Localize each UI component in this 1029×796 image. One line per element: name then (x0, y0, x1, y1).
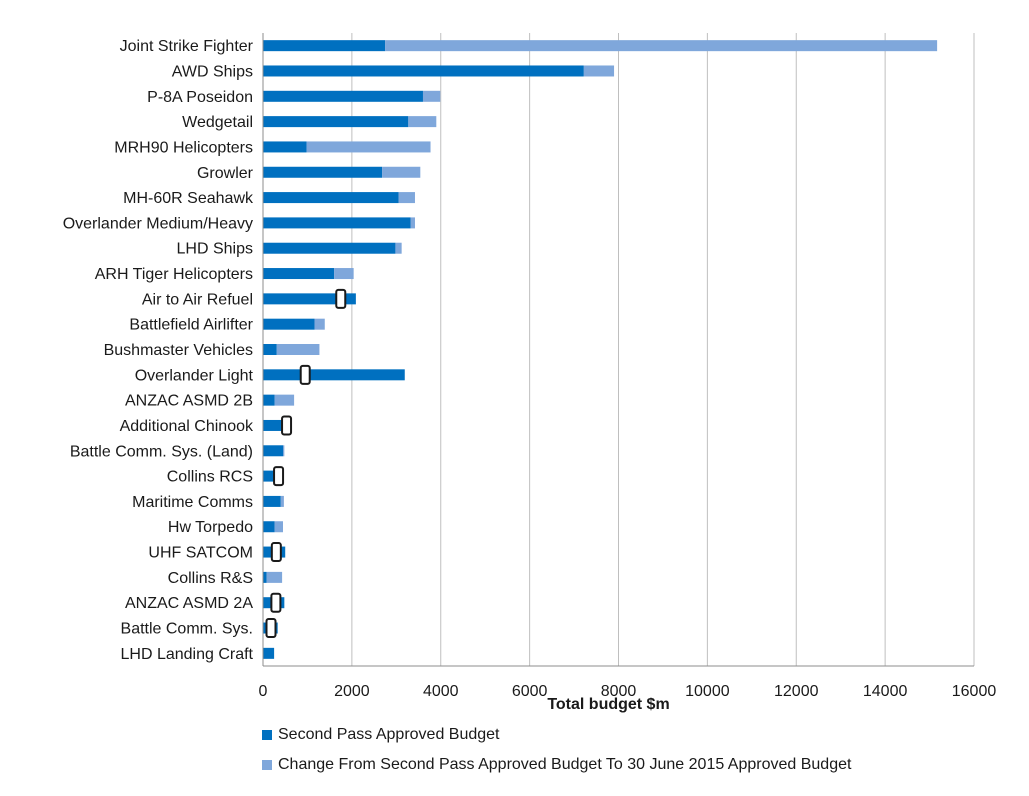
bar-change (314, 318, 325, 330)
x-tick-label: 14000 (863, 683, 908, 700)
bar-second-pass (263, 65, 584, 77)
bar-chart: Joint Strike Fighter AWD Ships P-8A Poseid… (63, 33, 997, 713)
category-label: Collins RCS (167, 469, 253, 486)
bar-second-pass (263, 445, 283, 457)
bar-change (408, 116, 437, 128)
category-label: Overlander Light (135, 367, 254, 384)
category-label: Overlander Medium/Heavy (63, 215, 253, 232)
bar-second-pass (263, 419, 290, 431)
x-axis-title: Total budget $m (547, 696, 669, 713)
category-label: Wedgetail (182, 114, 253, 131)
bar-second-pass (263, 521, 275, 533)
bar-change (282, 445, 285, 457)
bar-second-pass (263, 318, 315, 330)
bar-second-pass (263, 571, 267, 583)
bar-second-pass (263, 394, 275, 406)
x-tick-label: 10000 (685, 683, 730, 700)
x-tick-label: 16000 (952, 683, 997, 700)
x-tick-label: 8000 (601, 683, 637, 700)
bar-change (276, 344, 320, 355)
marker (299, 364, 311, 385)
x-tick-label: 2000 (334, 683, 370, 700)
category-label: Bushmaster Vehicles (104, 342, 253, 359)
bar-change (395, 242, 402, 254)
category-label: MH-60R Seahawk (123, 190, 254, 207)
category-label: ANZAC ASMD 2A (125, 595, 253, 612)
x-tick-label: 0 (259, 683, 268, 700)
legend-label: Second Pass Approved Budget (278, 726, 500, 743)
legend: Second Pass Approved Budget Change From … (262, 720, 851, 780)
bar-change (410, 217, 415, 229)
bars (263, 40, 938, 659)
category-label: UHF SATCOM (148, 545, 253, 562)
bar-second-pass (263, 192, 399, 204)
category-label: AWD Ships (172, 63, 253, 80)
bar-change (280, 495, 284, 507)
category-label: ARH Tiger Helicopters (95, 266, 253, 283)
bar-change (583, 65, 615, 77)
x-tick-label: 4000 (423, 683, 459, 700)
bar-second-pass (263, 166, 383, 178)
bar-change (266, 571, 283, 583)
marker (335, 288, 347, 309)
category-label: MRH90 Helicopters (114, 139, 253, 156)
bar-second-pass (263, 90, 423, 102)
category-label: Collins R&S (168, 570, 253, 587)
bar-change (385, 40, 938, 52)
bar-change (274, 521, 283, 533)
category-label: Hw Torpedo (168, 519, 253, 536)
bar-second-pass (263, 470, 282, 482)
category-label: Growler (197, 165, 254, 182)
category-label: Maritime Comms (132, 494, 253, 511)
category-label: Battlefield Airlifter (129, 317, 253, 334)
bar-change (382, 166, 421, 178)
bar-second-pass (263, 268, 335, 280)
legend-swatch (262, 760, 272, 770)
bar-second-pass (263, 116, 409, 128)
marker (270, 542, 282, 563)
x-tick-label: 6000 (512, 683, 548, 700)
bar-second-pass (263, 141, 307, 153)
legend-label: Change From Second Pass Approved Budget … (278, 756, 852, 773)
marker (270, 592, 282, 613)
marker (273, 466, 285, 487)
bar-second-pass (263, 40, 386, 52)
bar-change (422, 90, 441, 102)
bar-second-pass (263, 293, 356, 305)
category-label: ANZAC ASMD 2B (125, 393, 253, 410)
gridlines (351, 33, 975, 666)
category-label: LHD Ships (177, 241, 253, 258)
legend-swatch (262, 730, 272, 740)
category-label: Battle Comm. Sys. (Land) (70, 443, 253, 460)
markers (265, 288, 347, 639)
x-tick-label: 12000 (774, 683, 819, 700)
bar-second-pass (263, 242, 396, 254)
bar-second-pass (263, 647, 275, 659)
bar-second-pass (263, 217, 411, 229)
tick-labels: 0 2000 4000 6000 8000 10000 12000 14000 16000 (259, 683, 997, 700)
bar-second-pass (263, 344, 277, 355)
category-label: Battle Comm. Sys. (121, 621, 253, 638)
bar-change (274, 394, 295, 406)
bar-change (334, 268, 354, 280)
category-labels: Joint Strike Fighter AWD Ships P-8A Poseid… (63, 38, 254, 663)
bar-change (398, 192, 415, 204)
category-label: P-8A Poseidon (147, 89, 253, 106)
marker (265, 618, 277, 639)
category-label: Additional Chinook (120, 418, 254, 435)
category-label: LHD Landing Craft (120, 646, 253, 663)
category-label: Air to Air Refuel (142, 291, 253, 308)
category-label: Joint Strike Fighter (120, 38, 254, 55)
bar-second-pass (263, 495, 281, 507)
axes (262, 33, 974, 667)
bar-change (306, 141, 431, 153)
legend-item: Second Pass Approved Budget (262, 720, 851, 750)
bar-second-pass (263, 369, 405, 381)
legend-item: Change From Second Pass Approved Budget … (262, 750, 851, 780)
marker (281, 415, 293, 436)
